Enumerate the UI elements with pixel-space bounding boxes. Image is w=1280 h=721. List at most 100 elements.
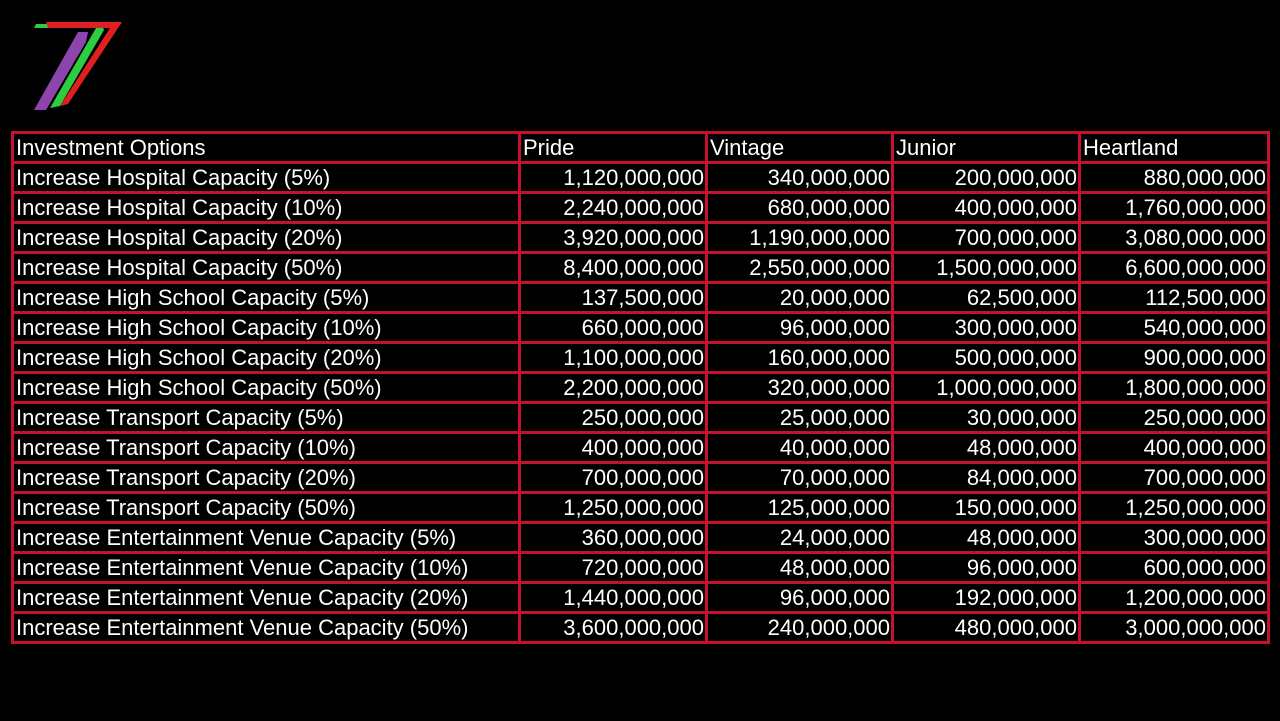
table-row: Increase High School Capacity (50%) 2,200… — [11, 371, 1270, 404]
pride-value: 8,400,000,000 — [518, 251, 708, 284]
table-row: Increase High School Capacity (20%) 1,100… — [11, 341, 1270, 374]
junior-value: 500,000,000 — [891, 341, 1081, 374]
option-label: Increase Entertainment Venue Capacity (2… — [11, 581, 521, 614]
option-label: Increase Hospital Capacity (10%) — [11, 191, 521, 224]
junior-value: 400,000,000 — [891, 191, 1081, 224]
heartland-value: 3,000,000,000 — [1078, 611, 1270, 644]
table-row: Increase Entertainment Venue Capacity (1… — [11, 551, 1270, 584]
table-row: Increase High School Capacity (10%) 660,0… — [11, 311, 1270, 344]
pride-value: 1,100,000,000 — [518, 341, 708, 374]
vintage-value: 40,000,000 — [705, 431, 894, 464]
junior-value: 150,000,000 — [891, 491, 1081, 524]
option-label: Increase Transport Capacity (20%) — [11, 461, 521, 494]
junior-value: 192,000,000 — [891, 581, 1081, 614]
vintage-value: 320,000,000 — [705, 371, 894, 404]
pride-value: 250,000,000 — [518, 401, 708, 434]
table-row: Increase Transport Capacity (5%) 250,000,… — [11, 401, 1270, 434]
option-label: Increase Transport Capacity (10%) — [11, 431, 521, 464]
vintage-value: 20,000,000 — [705, 281, 894, 314]
table-row: Increase Hospital Capacity (20%) 3,920,00… — [11, 221, 1270, 254]
junior-value: 96,000,000 — [891, 551, 1081, 584]
pride-value: 2,200,000,000 — [518, 371, 708, 404]
heartland-value: 112,500,000 — [1078, 281, 1270, 314]
pride-value: 1,250,000,000 — [518, 491, 708, 524]
vintage-value: 340,000,000 — [705, 161, 894, 194]
header-investment-options: Investment Options — [11, 131, 521, 164]
header-pride: Pride — [518, 131, 708, 164]
option-label: Increase Entertainment Venue Capacity (5… — [11, 521, 521, 554]
pride-value: 660,000,000 — [518, 311, 708, 344]
heartland-value: 1,760,000,000 — [1078, 191, 1270, 224]
heartland-value: 6,600,000,000 — [1078, 251, 1270, 284]
heartland-value: 1,250,000,000 — [1078, 491, 1270, 524]
logo-stripe-purple — [24, 32, 88, 110]
heartland-value: 3,080,000,000 — [1078, 221, 1270, 254]
option-label: Increase High School Capacity (20%) — [11, 341, 521, 374]
junior-value: 48,000,000 — [891, 431, 1081, 464]
option-label: Increase Hospital Capacity (20%) — [11, 221, 521, 254]
option-label: Increase High School Capacity (50%) — [11, 371, 521, 404]
table-row: Increase Hospital Capacity (50%) 8,400,00… — [11, 251, 1270, 284]
pride-value: 1,120,000,000 — [518, 161, 708, 194]
vintage-value: 70,000,000 — [705, 461, 894, 494]
option-label: Increase Entertainment Venue Capacity (5… — [11, 611, 521, 644]
vintage-value: 25,000,000 — [705, 401, 894, 434]
option-label: Increase Hospital Capacity (5%) — [11, 161, 521, 194]
junior-value: 30,000,000 — [891, 401, 1081, 434]
junior-value: 62,500,000 — [891, 281, 1081, 314]
table-row: Increase Entertainment Venue Capacity (5… — [11, 521, 1270, 554]
pride-value: 720,000,000 — [518, 551, 708, 584]
heartland-value: 700,000,000 — [1078, 461, 1270, 494]
vintage-value: 2,550,000,000 — [705, 251, 894, 284]
heartland-value: 400,000,000 — [1078, 431, 1270, 464]
option-label: Increase High School Capacity (5%) — [11, 281, 521, 314]
pride-value: 400,000,000 — [518, 431, 708, 464]
table-row: Increase Entertainment Venue Capacity (5… — [11, 611, 1270, 644]
table-body: Increase Hospital Capacity (5%) 1,120,000… — [11, 161, 1270, 644]
logo-stripe-green — [34, 24, 104, 108]
vintage-value: 160,000,000 — [705, 341, 894, 374]
table-row: Increase High School Capacity (5%) 137,50… — [11, 281, 1270, 314]
pride-value: 137,500,000 — [518, 281, 708, 314]
pride-value: 360,000,000 — [518, 521, 708, 554]
option-label: Increase High School Capacity (10%) — [11, 311, 521, 344]
pride-value: 1,440,000,000 — [518, 581, 708, 614]
pride-value: 3,920,000,000 — [518, 221, 708, 254]
vintage-value: 24,000,000 — [705, 521, 894, 554]
option-label: Increase Transport Capacity (5%) — [11, 401, 521, 434]
logo-stripe-red — [46, 22, 122, 106]
junior-value: 84,000,000 — [891, 461, 1081, 494]
heartland-value: 880,000,000 — [1078, 161, 1270, 194]
table-row: Increase Transport Capacity (10%) 400,000… — [11, 431, 1270, 464]
vintage-value: 240,000,000 — [705, 611, 894, 644]
vintage-value: 96,000,000 — [705, 311, 894, 344]
table-row: Increase Entertainment Venue Capacity (2… — [11, 581, 1270, 614]
heartland-value: 1,800,000,000 — [1078, 371, 1270, 404]
heartland-value: 600,000,000 — [1078, 551, 1270, 584]
channel-7-logo — [24, 22, 122, 110]
vintage-value: 96,000,000 — [705, 581, 894, 614]
junior-value: 700,000,000 — [891, 221, 1081, 254]
vintage-value: 680,000,000 — [705, 191, 894, 224]
junior-value: 1,000,000,000 — [891, 371, 1081, 404]
table-row: Increase Transport Capacity (20%) 700,000… — [11, 461, 1270, 494]
option-label: Increase Hospital Capacity (50%) — [11, 251, 521, 284]
pride-value: 2,240,000,000 — [518, 191, 708, 224]
junior-value: 300,000,000 — [891, 311, 1081, 344]
heartland-value: 1,200,000,000 — [1078, 581, 1270, 614]
junior-value: 1,500,000,000 — [891, 251, 1081, 284]
table-row: Increase Hospital Capacity (5%) 1,120,000… — [11, 161, 1270, 194]
table-header-row: Investment Options Pride Vintage Junior … — [11, 131, 1270, 164]
junior-value: 200,000,000 — [891, 161, 1081, 194]
junior-value: 480,000,000 — [891, 611, 1081, 644]
option-label: Increase Entertainment Venue Capacity (1… — [11, 551, 521, 584]
heartland-value: 900,000,000 — [1078, 341, 1270, 374]
vintage-value: 48,000,000 — [705, 551, 894, 584]
junior-value: 48,000,000 — [891, 521, 1081, 554]
header-heartland: Heartland — [1078, 131, 1270, 164]
vintage-value: 1,190,000,000 — [705, 221, 894, 254]
heartland-value: 540,000,000 — [1078, 311, 1270, 344]
investment-table-container: Investment Options Pride Vintage Junior … — [11, 131, 1270, 644]
table-row: Increase Hospital Capacity (10%) 2,240,00… — [11, 191, 1270, 224]
pride-value: 3,600,000,000 — [518, 611, 708, 644]
